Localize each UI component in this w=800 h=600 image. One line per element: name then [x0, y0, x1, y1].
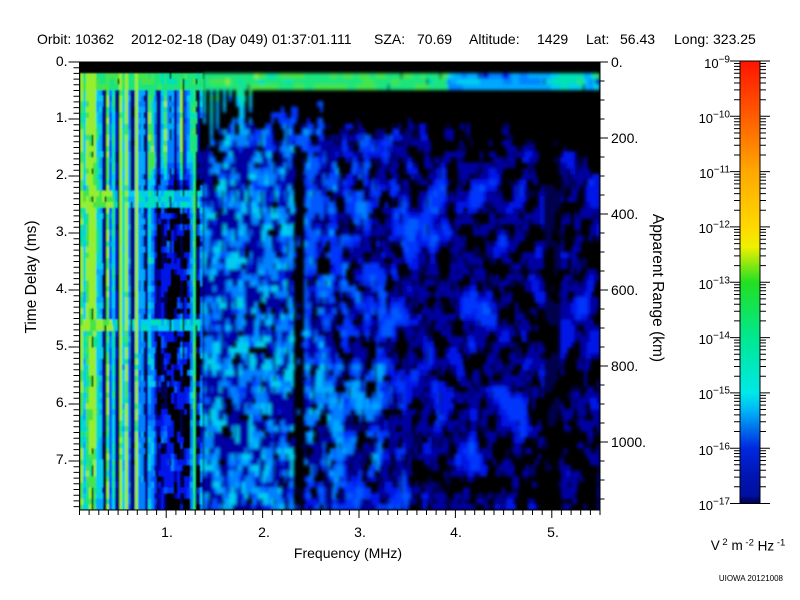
svg-text:2.: 2.: [56, 166, 68, 182]
svg-text:10−13: 10−13: [699, 276, 731, 293]
svg-text:10−17: 10−17: [699, 497, 731, 514]
svg-text:Long:: Long:: [674, 31, 709, 47]
svg-text:SZA:: SZA:: [374, 31, 405, 47]
svg-text:1000.: 1000.: [611, 434, 646, 450]
svg-text:Orbit: 10362: Orbit: 10362: [37, 31, 114, 47]
svg-text:Altitude:: Altitude:: [469, 31, 520, 47]
svg-text:6.: 6.: [56, 394, 68, 410]
svg-text:400.: 400.: [611, 206, 638, 222]
svg-text:UIOWA 20121008: UIOWA 20121008: [719, 574, 784, 583]
svg-text:1429: 1429: [537, 31, 568, 47]
svg-text:7.: 7.: [56, 451, 68, 467]
svg-text:600.: 600.: [611, 282, 638, 298]
svg-text:10−11: 10−11: [699, 165, 730, 182]
svg-text:800.: 800.: [611, 358, 638, 374]
svg-text:Apparent Range (km): Apparent Range (km): [649, 214, 666, 362]
svg-text:200.: 200.: [611, 130, 638, 146]
svg-text:3.: 3.: [354, 524, 366, 540]
svg-text:2012-02-18 (Day 049) 01:37:01.: 2012-02-18 (Day 049) 01:37:01.111: [131, 31, 352, 47]
svg-text:323.25: 323.25: [713, 31, 756, 47]
svg-text:4.: 4.: [450, 524, 462, 540]
svg-text:10−9: 10−9: [704, 55, 730, 72]
svg-text:0.: 0.: [611, 54, 623, 70]
svg-text:2.: 2.: [258, 524, 270, 540]
svg-text:0.: 0.: [56, 53, 68, 69]
svg-text:10−15: 10−15: [699, 386, 731, 403]
svg-text:10−14: 10−14: [699, 331, 731, 348]
svg-text:3.: 3.: [56, 223, 68, 239]
svg-text:70.69: 70.69: [417, 31, 452, 47]
svg-text:5.: 5.: [547, 524, 559, 540]
svg-text:10−12: 10−12: [699, 220, 731, 237]
svg-text:56.43: 56.43: [620, 31, 655, 47]
svg-text:Time Delay (ms): Time Delay (ms): [23, 220, 40, 333]
svg-text:10−16: 10−16: [699, 442, 731, 459]
svg-text:5.: 5.: [56, 337, 68, 353]
svg-text:1.: 1.: [56, 109, 68, 125]
svg-text:4.: 4.: [56, 280, 68, 296]
svg-text:Frequency (MHz): Frequency (MHz): [294, 545, 402, 561]
svg-text:10−10: 10−10: [699, 110, 731, 127]
svg-text:Lat:: Lat:: [586, 31, 609, 47]
svg-text:1.: 1.: [161, 524, 173, 540]
svg-text:V 2 m -2 Hz -1: V 2 m -2 Hz -1: [711, 537, 786, 553]
